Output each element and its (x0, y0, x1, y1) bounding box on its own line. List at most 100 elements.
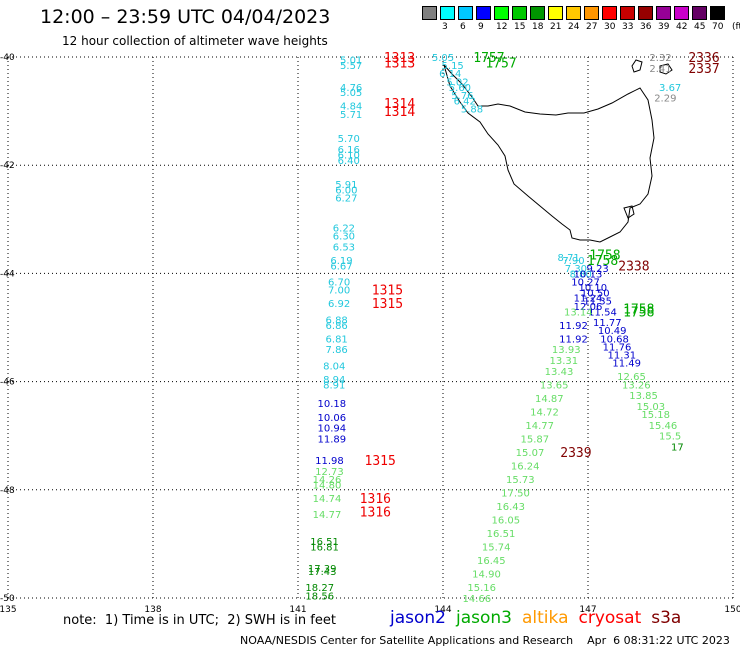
swh-value: 11.92 (559, 334, 588, 345)
swh-value: 2.32 (649, 53, 671, 64)
swh-value: 15.03 (637, 402, 666, 413)
swh-value: 4.76 (340, 83, 362, 94)
swh-value: 11.76 (603, 342, 632, 353)
swh-value: 14.66 (463, 594, 492, 605)
pass-number-labels: 1313131313141314131513151315131613161757… (360, 51, 720, 520)
y-tick-label: -48 (0, 486, 15, 496)
pass-number: 1315 (372, 284, 403, 299)
swh-value: 6.81 (326, 334, 348, 345)
swh-value: 16.05 (492, 516, 521, 527)
tasmania-outline (443, 64, 655, 243)
swh-value: 10.94 (318, 424, 347, 435)
swh-value: 6.92 (328, 299, 350, 310)
swh-value: 16.45 (477, 556, 506, 567)
swh-value: 15.07 (516, 448, 545, 459)
swh-value: 16.51 (487, 529, 516, 540)
swh-value: 5.01 (340, 56, 362, 67)
pass-number: 1316 (360, 505, 391, 520)
swh-value: 6.10 (338, 150, 360, 161)
swh-value: 12.65 (617, 372, 646, 383)
swh-value: 10.50 (581, 288, 610, 299)
swh-value: 16.51 (310, 537, 339, 548)
swh-value: 6.53 (333, 242, 355, 253)
swh-value: 5.57 (340, 61, 362, 72)
swh-value: 12.73 (315, 467, 344, 478)
swh-value: 11.31 (608, 351, 637, 362)
colorbar-swatch (458, 6, 473, 20)
swh-value: 14.72 (530, 407, 559, 418)
swh-value: 14.90 (472, 570, 501, 581)
pass-number: 1313 (384, 51, 415, 66)
chart-title: 12:00 – 23:59 UTC 04/04/2023 (40, 6, 331, 28)
swh-value: 15.5 (659, 432, 681, 443)
swh-value: 6.19 (330, 256, 352, 267)
colorbar-label: 12 (496, 22, 508, 32)
colorbar-swatch (638, 6, 653, 20)
colorbar-swatch (548, 6, 563, 20)
swh-value: 5.15 (442, 61, 464, 72)
pass-number: 1758 (589, 248, 620, 263)
swh-value: 6.22 (333, 223, 355, 234)
maria-island (623, 205, 635, 219)
swh-value: 16.81 (310, 543, 339, 554)
colorbar-label: 42 (676, 22, 688, 32)
y-tick-label: -50 (0, 594, 15, 604)
lat-lon-grid (7, 56, 734, 599)
pass-number: 2338 (618, 259, 649, 274)
swh-value: 5.71 (340, 110, 362, 121)
swh-value-labels: 5.015.574.765.054.845.715.706.166.106.40… (305, 53, 683, 605)
swh-value: 10.49 (598, 326, 627, 337)
pass-number: 1313 (384, 56, 415, 71)
swh-value: 6.70 (328, 278, 350, 289)
swh-value: 6.00 (335, 186, 357, 197)
pass-number: 1758 (623, 303, 654, 318)
colorbar-label: 30 (604, 22, 616, 32)
satellite-legend-item: jason2 (390, 608, 446, 628)
pass-number: 1314 (384, 105, 415, 120)
swh-value: 5.70 (338, 134, 360, 145)
flinders-island (631, 59, 643, 73)
swh-value: 18.27 (305, 583, 334, 594)
swh-value: 11.24 (574, 294, 603, 305)
swh-value: 8.91 (323, 380, 345, 391)
colorbar-label: 70 (712, 22, 724, 32)
pass-number: 1758 (587, 254, 618, 269)
swh-value: 11.98 (315, 456, 344, 467)
colorbar-swatch (440, 6, 455, 20)
swh-value: 11.89 (318, 434, 347, 445)
satellite-legend-item: altika (522, 608, 569, 628)
colorbar-swatch (530, 6, 545, 20)
swh-value: 5.02 (446, 77, 468, 88)
colorbar-swatch (422, 6, 437, 20)
pass-number: 1757 (473, 51, 504, 66)
colorbar-label: 33 (622, 22, 634, 32)
swh-value: 11.77 (593, 318, 622, 329)
swh-value: 15.87 (521, 434, 550, 445)
swh-value: 5.05 (432, 53, 454, 64)
swh-value: 15.74 (482, 543, 511, 554)
swh-value: 7.30 (565, 264, 587, 275)
pass-number: 1757 (485, 56, 516, 71)
swh-value: 6.67 (330, 261, 352, 272)
colorbar-unit: (ft) (732, 22, 740, 32)
pass-number: 1315 (372, 297, 403, 312)
cape-barren-island (659, 63, 673, 75)
swh-value: 13.85 (629, 391, 658, 402)
swh-value: 15.73 (506, 475, 535, 486)
swh-value: 14.74 (313, 494, 342, 505)
y-tick-label: -40 (0, 53, 15, 63)
swh-value: 13.93 (552, 345, 581, 356)
colorbar-label: 18 (532, 22, 544, 32)
swh-value: 14.87 (535, 394, 564, 405)
swh-value: 15.18 (641, 410, 670, 421)
swh-value: 6.30 (333, 232, 355, 243)
footnote: note: 1) Time is in UTC; 2) SWH is in fe… (63, 613, 336, 628)
swh-value: 8.80 (570, 269, 592, 280)
colorbar-label: 6 (460, 22, 466, 32)
swh-value: 17 (671, 443, 684, 454)
chart-subtitle: 12 hour collection of altimeter wave hei… (62, 34, 328, 48)
credit-line: NOAA/NESDIS Center for Satellite Applica… (240, 634, 730, 647)
x-tick-label: 135 (0, 605, 17, 615)
swh-value: 10.68 (600, 334, 629, 345)
colorbar-swatch (620, 6, 635, 20)
